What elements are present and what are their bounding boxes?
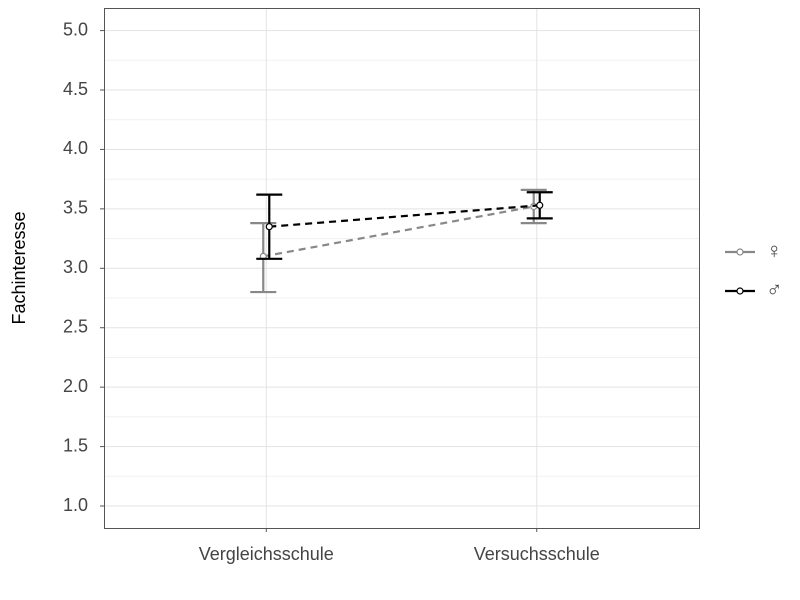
y-tick-label: 1.5 <box>63 435 88 455</box>
y-axis-label: Fachinteresse <box>9 211 29 324</box>
legend-key-point <box>736 248 744 256</box>
y-tick-label: 5.0 <box>63 19 88 39</box>
series-line <box>263 205 534 258</box>
x-tick-label: Versuchsschule <box>474 544 600 564</box>
y-tick-label: 4.5 <box>63 79 88 99</box>
point <box>536 201 544 209</box>
panel-border <box>104 8 700 529</box>
y-tick-label: 2.0 <box>63 376 88 396</box>
grid <box>104 8 699 528</box>
plot <box>250 188 553 294</box>
y-tick-label: 4.0 <box>63 138 88 158</box>
legend-label: ♂ <box>766 277 783 302</box>
series-line <box>269 204 540 228</box>
y-tick-label: 1.0 <box>63 495 88 515</box>
legend-label: ♀ <box>766 238 783 263</box>
y-tick-label: 3.0 <box>63 257 88 277</box>
legend-key-point <box>736 287 744 295</box>
point <box>265 223 273 231</box>
y-tick-label: 2.5 <box>63 316 88 336</box>
y-tick-label: 3.5 <box>63 198 88 218</box>
x-tick-label: Vergleichsschule <box>199 544 334 564</box>
